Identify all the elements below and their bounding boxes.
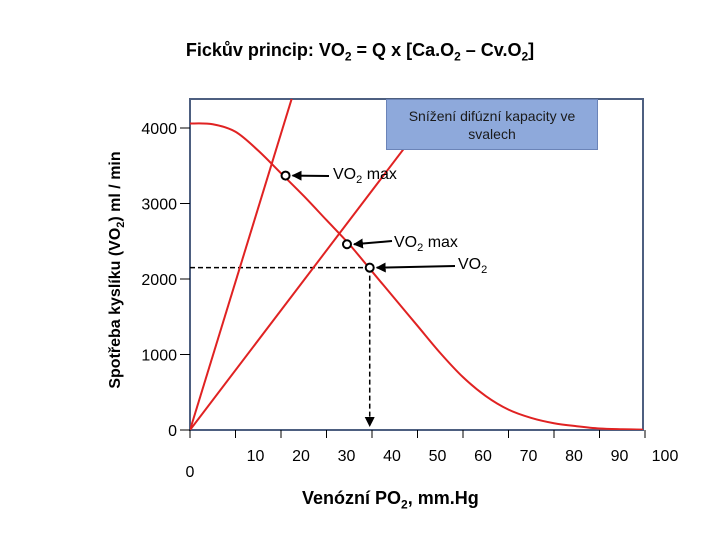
y-tick-label: 1000	[141, 348, 177, 365]
annotation-vo2max-1: VO2 max	[333, 166, 397, 187]
data-point	[364, 262, 375, 273]
x-tick-label: 10	[247, 448, 265, 465]
annotation-arrow	[375, 262, 456, 273]
series-line-2	[190, 100, 442, 430]
x-tick-label: 40	[383, 448, 401, 465]
x-tick-label: 100	[652, 448, 679, 465]
diffusion-capacity-callout: Snížení difúzní kapacity ve svalech	[386, 99, 598, 150]
x-tick-label: 30	[338, 448, 356, 465]
data-point	[341, 239, 352, 250]
annotation-vo2max-2: VO2 max	[394, 234, 458, 255]
x-tick-label: 80	[565, 448, 583, 465]
series-line-0	[190, 122, 643, 430]
x-tick-label: 20	[292, 448, 310, 465]
y-tick-label: 3000	[141, 197, 177, 214]
annotation-arrow	[352, 238, 393, 249]
guides	[190, 266, 375, 427]
x-tick-label: 60	[474, 448, 492, 465]
x-axis-label: Venózní PO2, mm.Hg	[302, 488, 479, 512]
x-tick-label: 50	[429, 448, 447, 465]
annotation-arrows	[291, 170, 456, 273]
chart-title: Fickův princip: VO2 = Q x [Ca.O2 – Cv.O2…	[185, 40, 535, 64]
y-tick-label: 2000	[141, 272, 177, 289]
y-tick-label: 4000	[141, 121, 177, 138]
points	[280, 170, 375, 273]
x-tick-label: 70	[520, 448, 538, 465]
x-tick-label: 0	[186, 464, 195, 481]
data-point	[280, 170, 291, 181]
annotation-vo2: VO2	[458, 256, 488, 277]
x-tick-label: 90	[611, 448, 629, 465]
y-tick-label: 0	[168, 423, 177, 440]
series-line-1	[190, 99, 293, 430]
series-group	[190, 99, 643, 430]
